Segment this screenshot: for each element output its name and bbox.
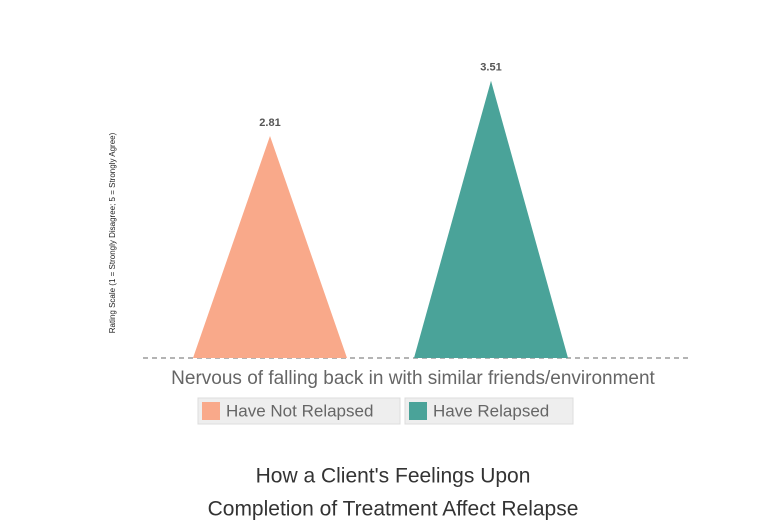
- triangle-bar: [414, 80, 568, 359]
- legend-item: [197, 397, 401, 425]
- legend-label: Have Not Relapsed: [226, 401, 373, 420]
- value-label: 2.81: [259, 117, 280, 129]
- legend-swatch: [409, 402, 427, 420]
- legend-label: Have Relapsed: [433, 401, 549, 420]
- y-axis-label: Rating Scale (1 = Strongly Disagree; 5 =…: [108, 132, 117, 333]
- value-label: 3.51: [480, 62, 501, 74]
- chart-title: Completion of Treatment Affect Relapse: [208, 498, 579, 521]
- legend-item: [404, 397, 574, 425]
- chart-title: How a Client's Feelings Upon: [256, 465, 531, 488]
- legend-swatch: [202, 402, 220, 420]
- category-label: Nervous of falling back in with similar …: [171, 368, 655, 389]
- triangle-bar: [193, 136, 347, 358]
